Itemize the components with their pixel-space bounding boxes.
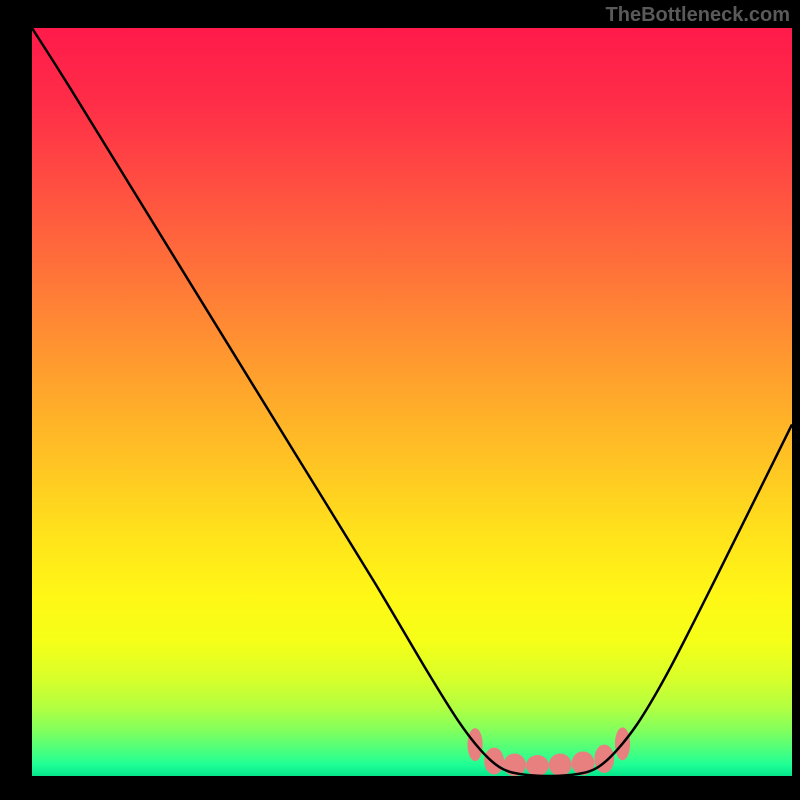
plot-area xyxy=(32,28,792,776)
bottleneck-chart: TheBottleneck.com xyxy=(0,0,800,800)
watermark-text: TheBottleneck.com xyxy=(606,4,790,27)
gradient-background xyxy=(32,28,792,776)
